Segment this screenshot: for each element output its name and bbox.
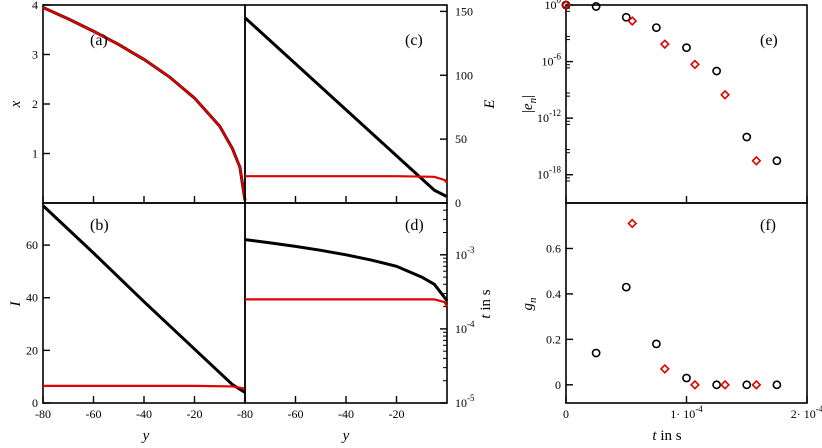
x-tick-label: -80 (35, 407, 51, 421)
panel-e: 100 10-6 10-12 10-18 (e) |en| (520, 0, 808, 204)
series-line-black (244, 238, 449, 302)
panel-label: (e) (760, 32, 778, 49)
data-point-red (720, 89, 730, 100)
x-tick-label: -60 (86, 407, 102, 421)
y-tick-label: 1 (32, 147, 38, 161)
data-point-black (682, 373, 691, 383)
data-point-black (772, 380, 782, 390)
y-tick-label: 10-3 (455, 245, 475, 262)
x-tick-label: -40 (136, 407, 152, 421)
y-axis-label: gn (520, 297, 539, 311)
x-tick-label: 1· 10-4 (670, 404, 703, 421)
data-point-black (682, 43, 691, 53)
y-axis-label: E (482, 99, 498, 109)
y-axis-label: I (8, 301, 24, 308)
x-tick-label: 0 (563, 407, 569, 421)
series-line-black (42, 6, 247, 201)
y-tick-label: 60 (26, 238, 38, 252)
data-point-black (772, 156, 782, 166)
data-point-red (690, 59, 700, 70)
y-tick-label: 0.2 (546, 332, 561, 346)
panel-label: (d) (405, 217, 424, 234)
x-tick-label: -20 (389, 407, 405, 421)
data-point-black (651, 23, 661, 33)
x-axis-label: y (341, 428, 350, 444)
x-axis-label: t in s (652, 428, 681, 444)
panel-b: 0 20 40 60 -80 -60 -40 -20 (b) Iy (8, 202, 246, 444)
panel-label: (c) (405, 32, 423, 49)
data-point-red (561, 0, 571, 10)
panel-a: 1 2 3 4 (a) x (8, 0, 247, 204)
data-point-red (627, 218, 638, 229)
data-point-red (659, 363, 670, 374)
panel-c: 0 50 100 150 (c) E (243, 4, 498, 210)
data-point-black (742, 132, 752, 142)
x-tick-label: -80 (237, 407, 253, 421)
y-tick-label: 100 (545, 0, 562, 12)
y-tick-label: 10-5 (455, 393, 475, 410)
series-line-black (243, 16, 448, 198)
panel-label: (b) (90, 217, 109, 234)
y-tick-label: 0 (555, 378, 561, 392)
y-tick-label: 0.4 (546, 287, 561, 301)
y-tick-label: 10-4 (455, 319, 475, 336)
y-tick-label: 40 (26, 291, 38, 305)
data-point-black (742, 380, 752, 390)
data-point-red (690, 379, 700, 390)
x-tick-label: -60 (288, 407, 304, 421)
y-axis-label: |en| (520, 95, 539, 113)
y-tick-label: 10-12 (537, 108, 561, 125)
data-point-black (621, 282, 631, 292)
y-tick-label: 10-18 (537, 165, 561, 182)
y-tick-label: 4 (32, 0, 38, 12)
x-tick-label: -20 (187, 407, 203, 421)
panel-label: (f) (760, 217, 776, 234)
y-axis-label: t in s (478, 289, 494, 318)
series-line-red (245, 175, 448, 184)
panel-label: (a) (90, 32, 108, 49)
y-tick-label: 50 (455, 132, 467, 146)
series-line-red (42, 6, 247, 201)
data-point-red (751, 155, 762, 166)
y-tick-label: 20 (26, 343, 38, 357)
y-tick-label: 2 (32, 97, 38, 111)
x-axis-label: y (141, 428, 150, 444)
x-tick-label: 2· 10-4 (791, 404, 822, 421)
data-point-black (651, 339, 661, 349)
data-point-red (659, 39, 670, 50)
y-tick-label: 150 (455, 4, 473, 18)
series-line-red (245, 298, 448, 308)
y-tick-label: 0 (32, 396, 38, 410)
data-point-black (712, 66, 722, 76)
data-point-red (627, 16, 638, 26)
y-tick-label: 0.6 (546, 241, 561, 255)
x-tick-label: -40 (338, 407, 354, 421)
data-point-red (720, 379, 730, 390)
y-tick-label: 0 (455, 196, 461, 210)
series-line-black (41, 204, 246, 394)
y-axis-label: x (8, 100, 24, 108)
panel-d: 10-5 10-4 10-3 -80 -60 -40 -20 (d) t in s y (237, 202, 494, 444)
data-point-black (591, 2, 601, 11)
y-tick-label: 10-6 (542, 52, 562, 69)
y-tick-label: 100 (455, 68, 473, 82)
panel-f: 0 0.2 0.4 0.6 0 1· 10-4 2· 10-4 (f) gn t in s (520, 202, 822, 444)
y-tick-label: 3 (32, 48, 38, 62)
data-point-red (751, 379, 762, 390)
data-point-black (591, 348, 601, 358)
panel-frame (42, 4, 246, 204)
series-line-red (43, 384, 246, 390)
data-point-black (712, 380, 722, 390)
data-point-black (621, 12, 631, 22)
